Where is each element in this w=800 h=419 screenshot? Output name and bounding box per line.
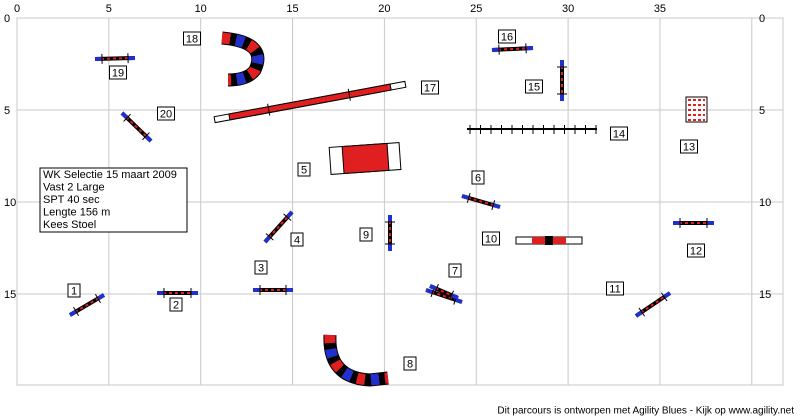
jump-wing [263,235,272,244]
x-tick-label: 20 [378,3,390,15]
info-line: WK Selectie 15 maart 2009 [43,169,177,181]
wall [685,96,708,123]
jump-stand [638,307,646,317]
jump-wing [96,293,106,301]
obstacle-number-box [183,31,201,46]
obstacle-number-box [254,260,268,275]
y-tick-label: 15 [4,289,16,301]
tunnel-body [341,142,390,175]
jump-wing [68,309,78,317]
y-tick-label: 15 [759,289,771,301]
obstacle-number: 15 [528,81,540,93]
dogwalk [213,80,407,124]
jump-stand [660,292,668,302]
obstacle-number: 3 [258,262,264,274]
x-tick-label: 25 [470,3,482,15]
y-tick-label: 0 [4,13,10,25]
jump-wing [461,194,470,200]
x-tick-label: 35 [654,3,666,15]
jump-stand [73,306,79,317]
obstacle-number-box [498,29,516,44]
obstacle-number: 9 [363,229,369,241]
obstacle-number: 17 [424,82,436,94]
obstacle-number-box [687,243,705,258]
obstacle-number-box [421,80,439,95]
x-tick-label: 5 [106,3,112,15]
obstacle-number: 18 [186,33,198,45]
jump-stand [449,290,454,301]
obstacle-number: 8 [407,358,413,370]
obstacle-number: 10 [485,233,497,245]
obstacle-number-box [525,79,543,94]
obstacle-number-box [169,297,183,312]
obstacle-number: 16 [501,31,513,43]
obstacle-number: 2 [173,299,179,311]
obstacle-number: 1 [71,285,77,297]
obstacle-number: 6 [475,172,481,184]
obstacle-number-box [290,232,304,247]
obstacle-number-box [610,126,628,141]
jump-wing [454,297,463,304]
info-line: SPT 40 sec [43,194,100,206]
y-tick-label: 0 [759,13,765,25]
obstacle-number-box [157,106,175,121]
info-line: Kees Stoel [43,219,96,231]
obstacle-number: 19 [112,67,124,79]
jump-stand [142,132,150,141]
obstacles [68,31,714,387]
jump-wing [425,288,434,295]
x-tick-label: 15 [286,3,298,15]
info-line: Lengte 156 m [43,206,110,218]
jump-wing [285,210,294,219]
obstacle-number-box [680,139,698,154]
x-tick-label: 10 [195,3,207,15]
obstacle-number: 7 [452,265,458,277]
obstacle-number-box [109,65,127,80]
obstacle-number: 4 [294,234,300,246]
obstacle-number-box [359,227,373,242]
jump-stand [283,213,292,221]
x-tick-label: 30 [562,3,574,15]
jump-stand [123,113,131,122]
jump-wing [450,293,459,300]
x-tick-label: 0 [14,3,20,15]
jump-stand [265,233,274,241]
jump-wing [144,134,153,143]
jump-wing [634,310,643,318]
jump-wing [663,291,672,299]
obstacle-number-box [67,283,81,298]
jump-stand [491,200,496,210]
jump-stand [466,193,471,203]
obstacle-number-box [403,356,417,371]
obstacle-number: 13 [683,141,695,153]
jump-wing [492,203,501,209]
curved-tunnel-accent [221,32,264,86]
jump-stand [95,293,101,304]
jump-wing [429,284,438,291]
obstacle-number: 11 [609,283,620,295]
tire-mark [545,236,553,245]
y-tick-label: 5 [759,105,765,117]
obstacle-number: 14 [613,128,625,140]
obstacle-number-box [448,263,462,278]
obstacle-number-box [606,281,624,296]
jump-wing [120,111,129,120]
obstacle-number-box [297,162,311,177]
curved-tunnel [323,334,389,387]
obstacle-number: 20 [160,108,172,120]
obstacle-number-box [471,170,485,185]
y-tick-label: 10 [759,197,771,209]
y-tick-label: 5 [4,105,10,117]
footer: Dit parcours is ontworpen met Agility Bl… [497,406,794,417]
info-box [39,167,188,233]
obstacle-number-box [482,231,500,246]
obstacle-number: 12 [690,245,702,257]
y-tick-label: 10 [4,197,16,209]
info-line: Vast 2 Large [43,181,105,193]
jump-stand [434,283,439,294]
obstacle-number: 5 [301,164,307,176]
